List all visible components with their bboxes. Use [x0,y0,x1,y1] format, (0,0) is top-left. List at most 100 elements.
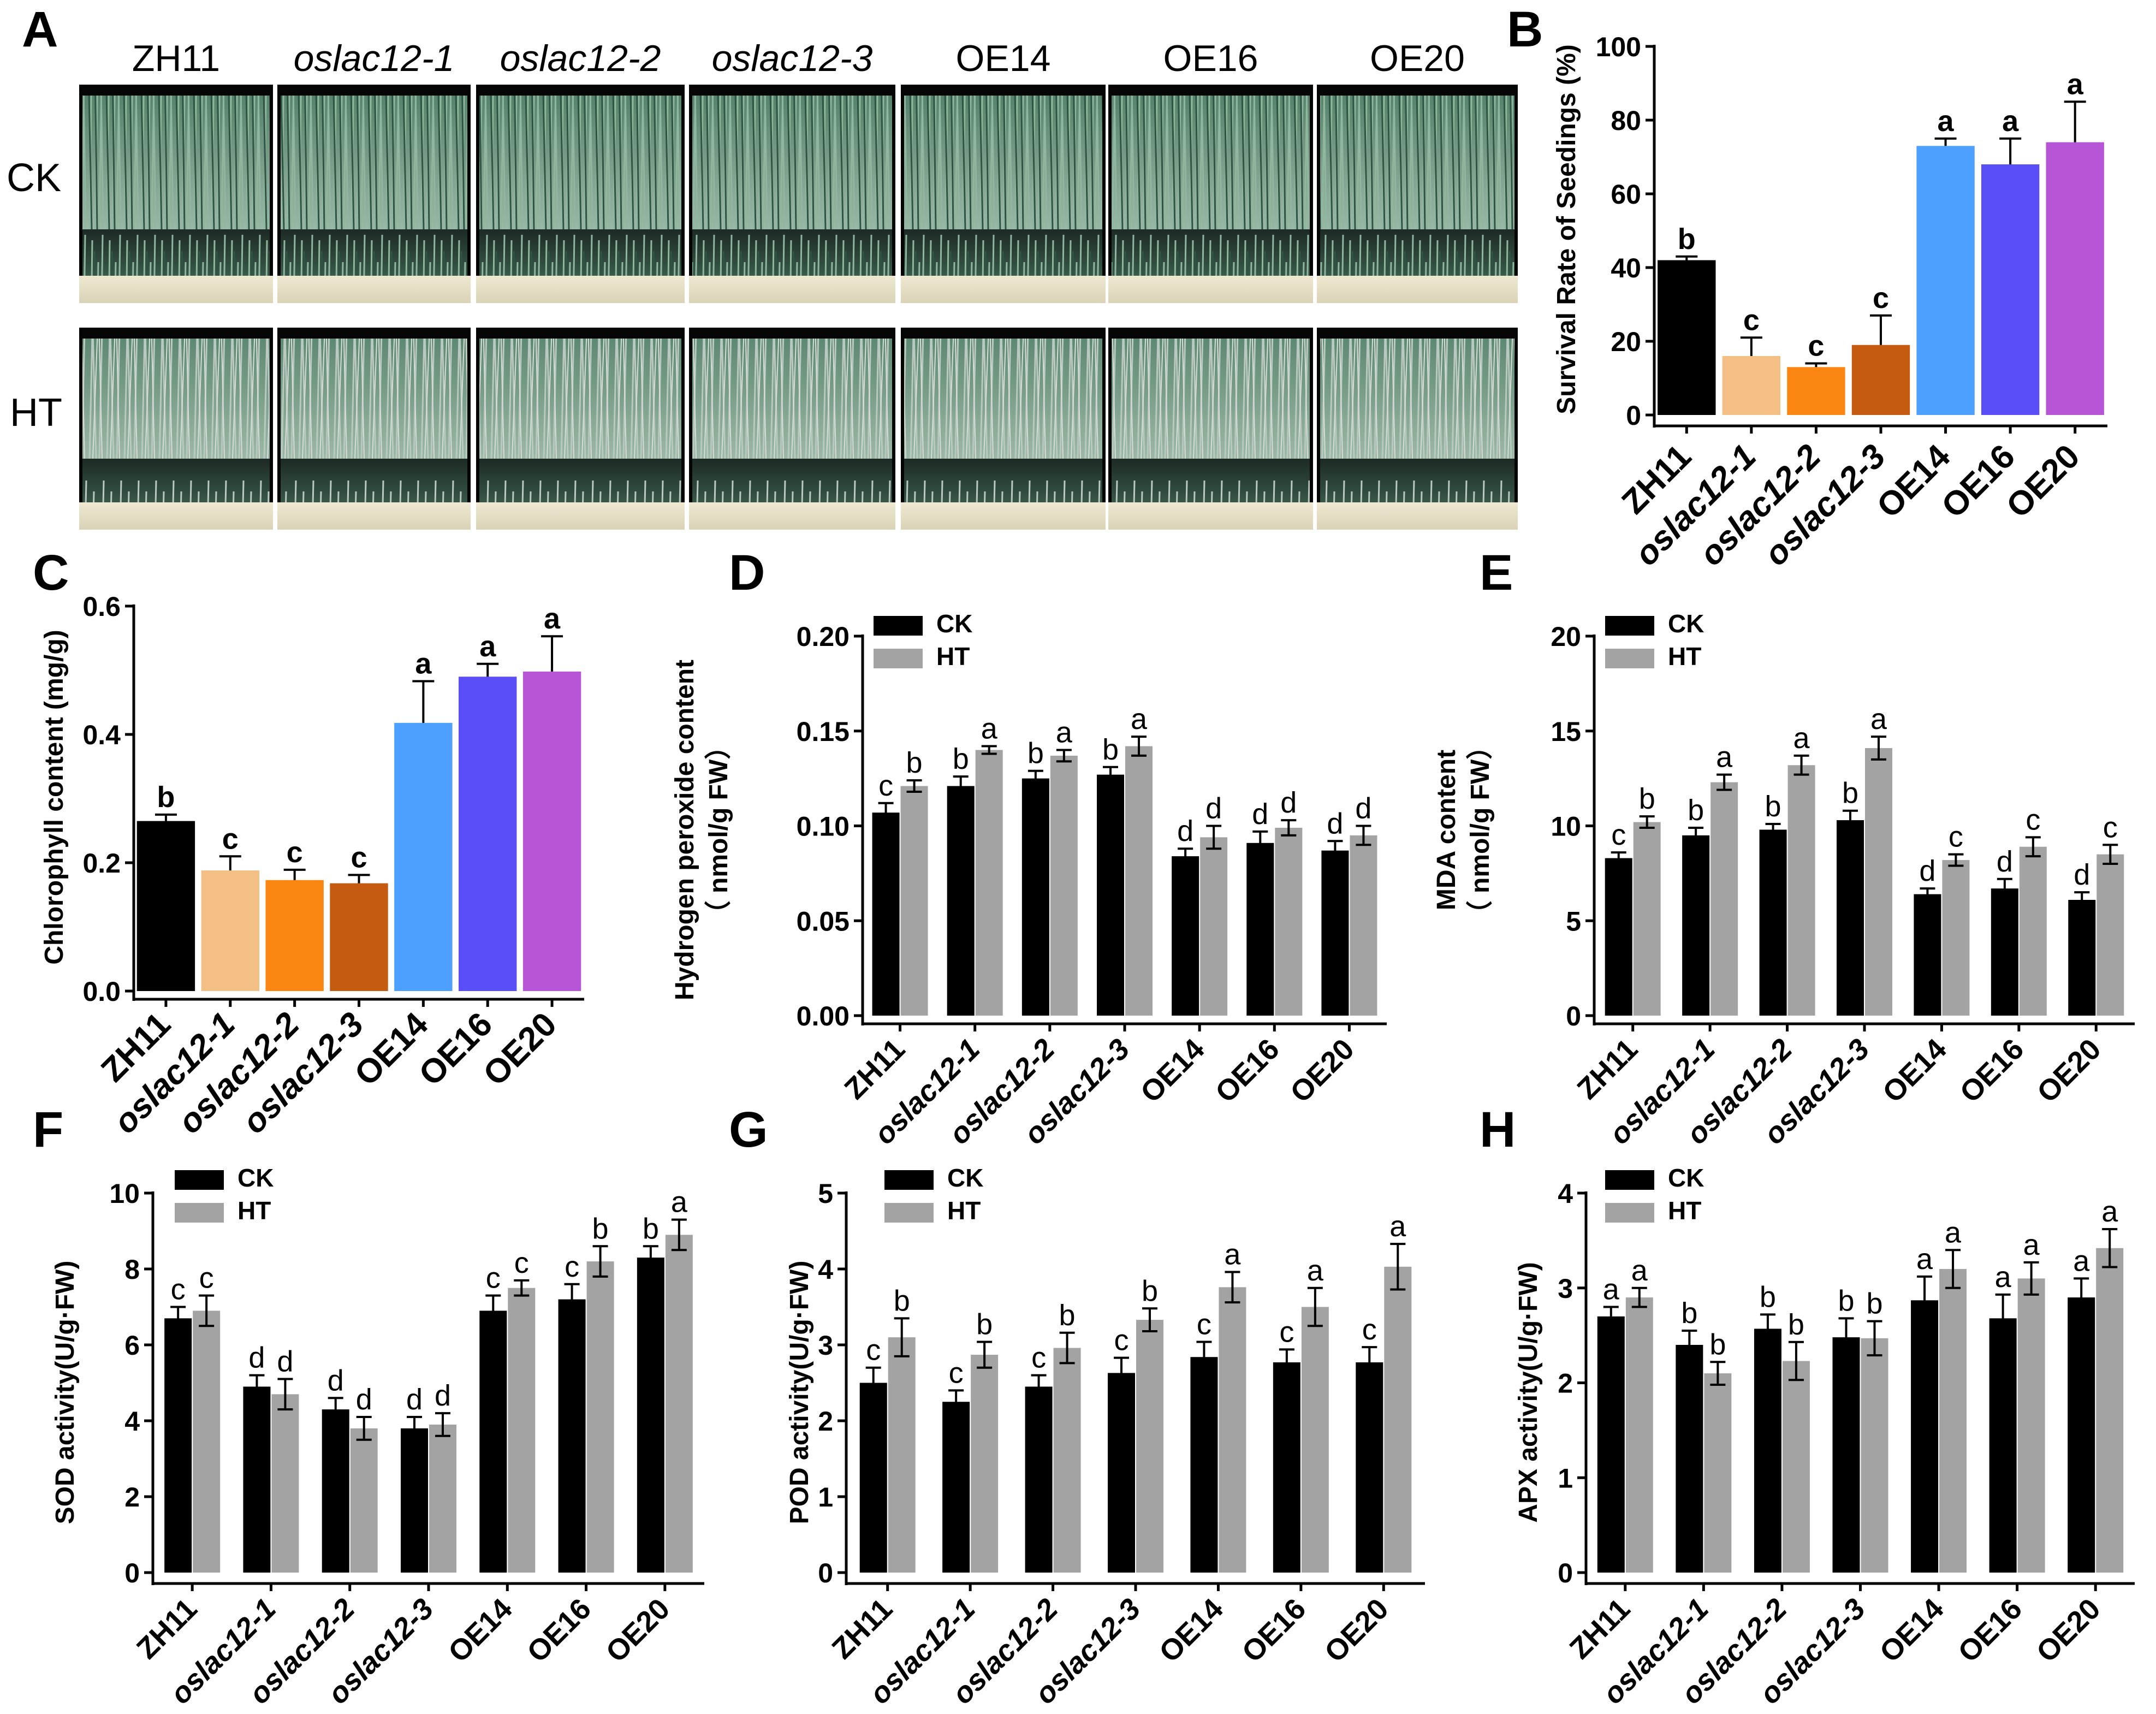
significance-label-ht-zh11: a [1631,1254,1648,1287]
x-tick-label-oe14: OE14 [1870,437,1958,525]
bar-ht-oe20 [2096,1248,2124,1573]
significance-label-ht-oslac12-1: a [1716,741,1733,774]
error-bar-ht-oslac12-2 [356,1416,372,1441]
bar-ht-oe16 [2019,846,2047,1016]
error-bar-ck-zh11 [865,1366,881,1399]
significance-label-ck-oslac12-1: b [1688,794,1704,827]
y-tick-label: 1 [818,1482,833,1513]
y-axis-label: MDA content [1432,750,1461,910]
bar-ck-oslac12-2 [1021,778,1049,1016]
bar-ht-oslac12-2 [1782,1361,1810,1573]
significance-label-ht-oslac12-1: b [1709,1328,1726,1361]
y-tick-label: 4 [124,1406,140,1437]
y-tick-label: 1 [1558,1463,1573,1493]
bar-ht-oslac12-2 [350,1428,378,1573]
x-tick-label-oe16: OE16 [1952,1592,2028,1669]
y-tick-label: 0.0 [82,976,121,1007]
significance-label-ck-oe14: d [1177,815,1193,847]
seedling-photo-ck-zh11 [79,85,273,303]
legend-label-ck: CK [947,1164,983,1192]
error-bar-ck-oe16 [1995,1293,2011,1343]
bar-ht-zh11 [193,1310,221,1573]
x-tick-label-oe20: OE20 [1999,437,2087,525]
y-tick-label: 0.4 [82,720,121,750]
x-tick-label-oe14: OE14 [1135,1033,1211,1109]
error-bar-oe16 [1999,137,2022,164]
error-bar-ck-oslac12-1 [1682,1329,1697,1361]
legend-swatch-ck [175,1170,224,1190]
bar-oslac12-1 [1722,356,1781,415]
error-bar-oslac12-2 [1805,362,1827,367]
seedling-photo-ck-oe16 [1108,85,1313,303]
seedling-photo-ht-oe14 [901,328,1106,530]
bar-oslac12-3 [330,883,388,991]
growth-tray-base [277,276,471,303]
legend-label-ht: HT [936,642,970,671]
error-bar-ht-oslac12-3 [1867,1320,1882,1357]
error-bar-ck-oslac12-2 [1765,823,1781,837]
bar-ht-oslac12-1 [1710,782,1738,1016]
significance-label-oe14: a [415,647,432,680]
seedling-photo-ck-oe20 [1317,85,1518,303]
significance-label-ck-oe16: a [1995,1261,2012,1294]
error-bar-oslac12-1 [1740,336,1762,356]
genotype-header-oe14: OE14 [956,38,1051,79]
error-bar-ck-oe14 [485,1294,501,1327]
growth-tray-base [1317,502,1518,530]
y-tick-label: 20 [1551,621,1581,652]
error-bar-ck-oslac12-1 [1688,826,1704,844]
seedling-leaves [479,96,681,276]
significance-label-ck-oslac12-3: b [1102,733,1119,766]
significance-label-oe14: a [1938,105,1955,138]
error-bar-ht-oslac12-1 [981,745,997,755]
x-tick-label-oe16: OE16 [412,1005,500,1093]
bar-oslac12-2 [1787,367,1845,415]
legend-swatch-ck [874,616,923,636]
y-tick-label: 10 [1551,811,1581,842]
significance-label-ht-oslac12-3: b [1142,1274,1158,1307]
bar-zh11 [136,821,195,991]
x-tick-label-oe14: OE14 [1873,1592,1950,1669]
error-bar-oslac12-3 [348,874,370,883]
x-tick-label-zh11: ZH11 [1564,1592,1637,1665]
error-bar-ck-oslac12-3 [1838,1317,1854,1357]
growth-tray-base [79,502,273,530]
significance-label-oe20: a [2067,68,2084,100]
bar-ck-oe16 [1989,1318,2017,1573]
panel-label-b: B [1507,2,1543,57]
panel-a-label: A [22,2,58,57]
bar-ht-oe14 [1200,837,1228,1016]
growth-tray-base [901,276,1106,303]
bar-ht-oslac12-2 [1050,755,1078,1016]
y-axis-label: Chlorophyll content (mg/g) [40,630,69,964]
significance-label-ck-oslac12-2: c [1031,1342,1046,1374]
bar-ht-oslac12-1 [1704,1373,1732,1573]
error-bar-ht-oe16 [2023,1261,2039,1296]
error-bar-ck-zh11 [878,802,894,823]
bar-ht-oe16 [1275,827,1303,1016]
seedling-leaves [281,339,467,502]
growth-tray-base [476,276,685,303]
condition-label-ht: HT [10,391,62,435]
bar-ck-oe14 [1190,1357,1218,1573]
error-bar-ht-oe20 [1390,1243,1406,1291]
significance-label-ht-oslac12-3: a [1870,703,1887,736]
seedling-leaves [1112,339,1310,502]
error-bar-ck-oslac12-3 [1103,766,1118,784]
panel-label-g: G [729,1102,768,1158]
legend-label-ck: CK [936,609,972,638]
error-bar-ht-oe20 [1356,825,1371,846]
legend-label-ck: CK [1668,609,1704,638]
genotype-header-oslac12-3: oslac12-3 [712,38,873,79]
y-tick-label: 3 [1558,1273,1573,1304]
y-tick-label: 0.6 [82,591,121,622]
bar-ht-oe20 [1384,1266,1412,1573]
bar-ht-oslac12-3 [1861,1338,1888,1573]
error-bar-zh11 [1676,255,1698,260]
bar-ck-oe14 [479,1310,507,1573]
growth-tray-base [277,502,471,530]
significance-label-ck-oslac12-2: b [1765,790,1781,823]
bar-oe14 [1916,146,1975,415]
error-bar-ck-oe14 [1178,847,1193,865]
